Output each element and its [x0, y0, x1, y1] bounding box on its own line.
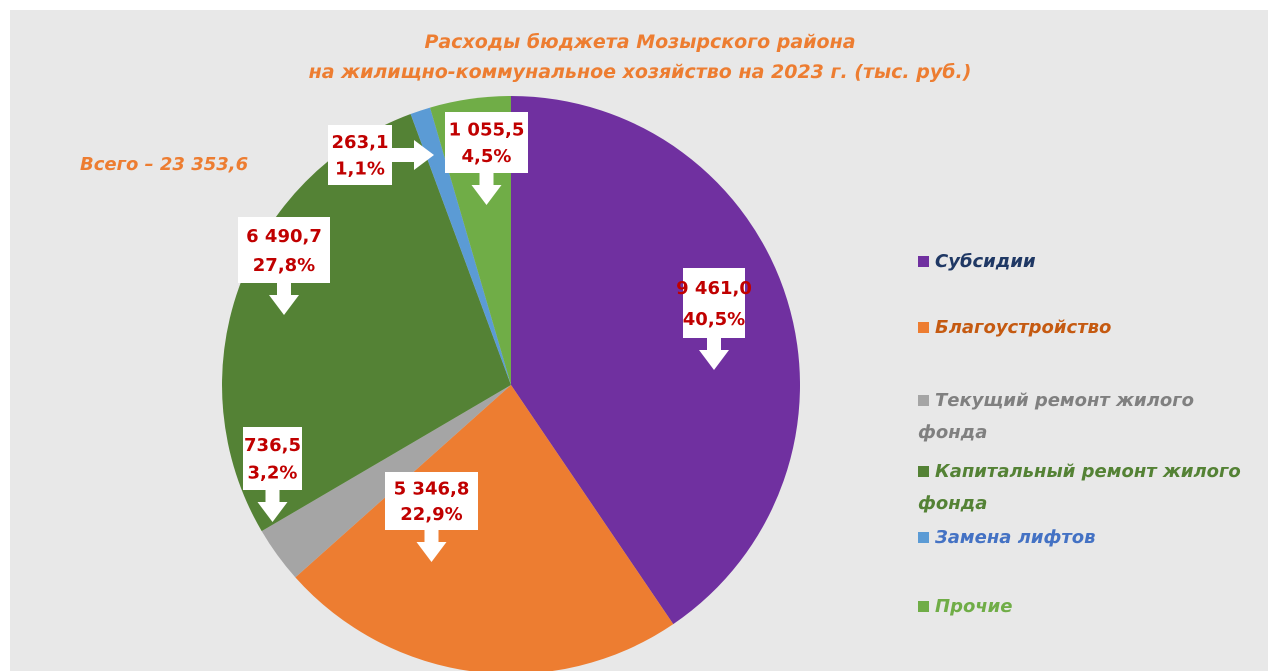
callout-arrow — [699, 338, 729, 370]
callout-arrow — [392, 140, 434, 170]
legend-item: Капитальный ремонт жилого фонда — [918, 456, 1248, 520]
legend-swatch — [918, 322, 929, 333]
legend-label: Прочие — [935, 596, 1013, 617]
data-label: 1 055,5 4,5% — [445, 112, 528, 205]
value-label: 736,5 — [244, 435, 301, 456]
legend-item: Текущий ремонт жилого фонда — [918, 385, 1248, 449]
chart-title: на жилищно-коммунальное хозяйство на 202… — [309, 61, 972, 83]
data-label: 9 461,0 40,5% — [676, 268, 752, 370]
legend-label: Текущий ремонт жилого фонда — [918, 390, 1194, 443]
share-label: 40,5% — [683, 309, 745, 330]
chart-svg: Расходы бюджета Мозырского района на жил… — [80, 31, 972, 671]
value-label: 5 346,8 — [394, 478, 470, 499]
legend-item: Благоустройство — [918, 312, 1248, 344]
share-label: 3,2% — [248, 463, 298, 484]
data-label: 6 490,7 27,8% — [238, 217, 330, 315]
label-box — [683, 268, 745, 338]
callout-arrow — [269, 283, 299, 315]
data-label: 5 346,8 22,9% — [385, 472, 478, 562]
label-box — [385, 472, 478, 530]
share-label: 4,5% — [462, 146, 512, 167]
pie-slice — [295, 385, 674, 671]
legend-label: Субсидии — [935, 251, 1036, 272]
chart: Расходы бюджета Мозырского района на жил… — [10, 10, 1268, 671]
legend-swatch — [918, 256, 929, 267]
callout-arrow — [471, 173, 502, 205]
label-box — [445, 112, 528, 173]
data-label: 263,1 1,1% — [328, 125, 434, 185]
label-box — [243, 427, 302, 490]
share-label: 27,8% — [253, 255, 315, 276]
legend-item: Субсидии — [918, 246, 1248, 278]
value-label: 9 461,0 — [676, 278, 752, 299]
legend-item: Замена лифтов — [918, 522, 1248, 554]
share-label: 22,9% — [400, 504, 462, 525]
callout-arrow — [416, 530, 447, 562]
value-label: 263,1 — [332, 132, 389, 153]
value-label: 6 490,7 — [246, 226, 322, 247]
value-label: 1 055,5 — [449, 119, 525, 140]
legend-label: Благоустройство — [935, 317, 1112, 338]
legend-swatch — [918, 466, 929, 477]
chart-title: Расходы бюджета Мозырского района — [424, 31, 855, 53]
label-box — [328, 125, 392, 185]
legend-label: Замена лифтов — [935, 527, 1096, 548]
data-label: 736,5 3,2% — [243, 427, 302, 522]
legend-swatch — [918, 601, 929, 612]
total-annotation: Всего – 23 353,6 — [80, 154, 248, 175]
legend-item: Прочие — [918, 591, 1248, 623]
legend-label: Капитальный ремонт жилого фонда — [918, 461, 1241, 514]
legend-swatch — [918, 532, 929, 543]
pie-slice — [410, 107, 511, 385]
share-label: 1,1% — [335, 158, 385, 179]
pie-slice — [511, 96, 801, 625]
callout-arrow — [257, 490, 288, 522]
label-box — [238, 217, 330, 283]
legend-swatch — [918, 395, 929, 406]
